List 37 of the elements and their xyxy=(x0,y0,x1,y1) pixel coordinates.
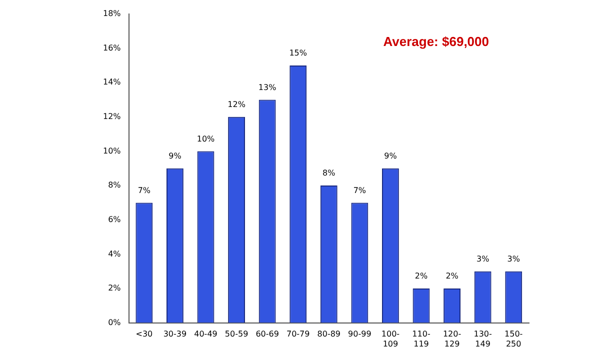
data-label: 9% xyxy=(168,151,182,160)
y-tick-label: 4% xyxy=(108,249,122,258)
data-label: 7% xyxy=(353,186,366,195)
y-tick-label: 6% xyxy=(108,214,122,224)
x-tick-label: 90-99 xyxy=(348,330,372,339)
x-tick-label: 130-149 xyxy=(474,330,492,348)
x-tick-label: 40-49 xyxy=(194,330,218,339)
data-label: 13% xyxy=(258,82,277,92)
x-tick-label: 50-59 xyxy=(224,330,248,339)
data-label: 9% xyxy=(384,151,398,160)
y-tick-label: 16% xyxy=(103,43,122,52)
data-label: 3% xyxy=(476,254,490,264)
data-label: 2% xyxy=(414,272,428,281)
x-tick-label: 60-69 xyxy=(256,330,279,339)
y-tick-label: 8% xyxy=(108,180,122,190)
data-label: 10% xyxy=(196,134,216,144)
data-label: 3% xyxy=(507,254,520,264)
data-label: 12% xyxy=(228,100,246,110)
x-tick-label: <30 xyxy=(136,330,153,339)
x-tick-label: 120-129 xyxy=(442,330,462,348)
data-label: 2% xyxy=(446,272,459,281)
x-tick-label: 100-109 xyxy=(381,330,400,348)
y-tick-label: 0% xyxy=(108,318,122,327)
y-tick-label: 10% xyxy=(103,146,122,156)
x-tick-label: 150-250 xyxy=(504,330,523,348)
y-tick-label: 12% xyxy=(103,112,122,122)
y-tick-label: 14% xyxy=(103,78,122,87)
data-label: 8% xyxy=(322,168,336,178)
y-tick-label: 18% xyxy=(103,9,122,18)
data-label: 15% xyxy=(289,48,308,58)
data-label: 7% xyxy=(138,186,151,195)
x-tick-label: 70-79 xyxy=(286,330,310,339)
y-tick-label: 2% xyxy=(108,284,122,293)
x-tick-label: 110-119 xyxy=(412,330,430,348)
x-tick-label: 80-89 xyxy=(317,330,341,339)
x-tick-label: 30-39 xyxy=(163,330,187,339)
annotation: Average: $69,000 xyxy=(383,34,489,50)
